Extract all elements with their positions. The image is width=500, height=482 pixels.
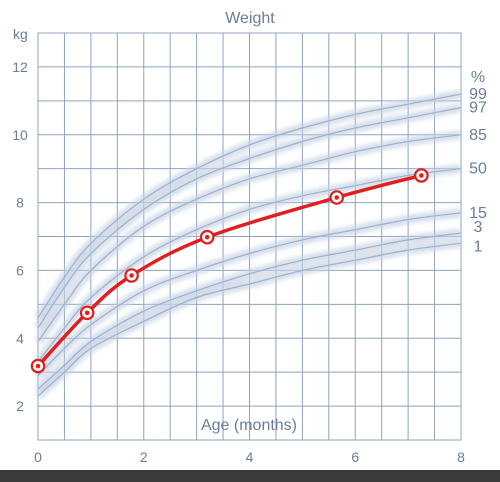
percentile-line-85 xyxy=(37,134,462,342)
y-tick-label: 12 xyxy=(12,59,28,75)
measurement-point-center xyxy=(84,310,90,316)
y-tick-label: 8 xyxy=(16,195,24,211)
y-tick-label: 6 xyxy=(16,262,24,278)
percentile-label-50: 50 xyxy=(469,161,487,178)
x-tick-label: 0 xyxy=(34,449,42,465)
x-tick-label: 6 xyxy=(351,449,359,465)
measurement-series xyxy=(30,168,429,374)
y-tick-label: 2 xyxy=(16,398,24,414)
y-tick-labels: 2 4 6 8 10 12 xyxy=(12,59,28,414)
percentile-label-99: 99 xyxy=(469,86,487,103)
x-tick-label: 4 xyxy=(246,449,254,465)
chart-title: Weight xyxy=(225,10,275,27)
percentile-label-85: 85 xyxy=(469,127,487,144)
percentile-label-97: 97 xyxy=(469,100,487,117)
percentile-line-50 xyxy=(37,168,462,363)
percentile-line-97 xyxy=(37,107,462,329)
y-tick-label: 10 xyxy=(12,127,28,143)
measurement-point-center xyxy=(35,363,41,369)
percent-label: % xyxy=(471,69,485,86)
percentile-label-3: 3 xyxy=(474,219,483,236)
percentile-label-15: 15 xyxy=(469,205,487,222)
x-tick-label: 8 xyxy=(457,449,465,465)
measurement-point-center xyxy=(419,173,424,178)
measurement-point-center xyxy=(334,195,340,200)
percentile-label-1: 1 xyxy=(474,238,483,255)
percentile-line-15 xyxy=(37,212,462,377)
percentile-line-99 xyxy=(37,93,462,319)
percentile-line-3 xyxy=(37,232,462,390)
measurement-point-center xyxy=(204,234,210,240)
x-axis-label: Age (months) xyxy=(201,417,297,434)
y-axis-unit-label: kg xyxy=(13,26,28,42)
measurement-point-center xyxy=(129,273,134,278)
percentile-lines xyxy=(37,93,462,397)
x-tick-labels: 0 2 4 6 8 xyxy=(34,449,465,465)
grid xyxy=(37,32,462,441)
percentile-line-1 xyxy=(37,242,462,397)
x-tick-label: 2 xyxy=(140,449,148,465)
bottom-bar xyxy=(0,470,500,482)
y-tick-label: 4 xyxy=(16,330,24,346)
